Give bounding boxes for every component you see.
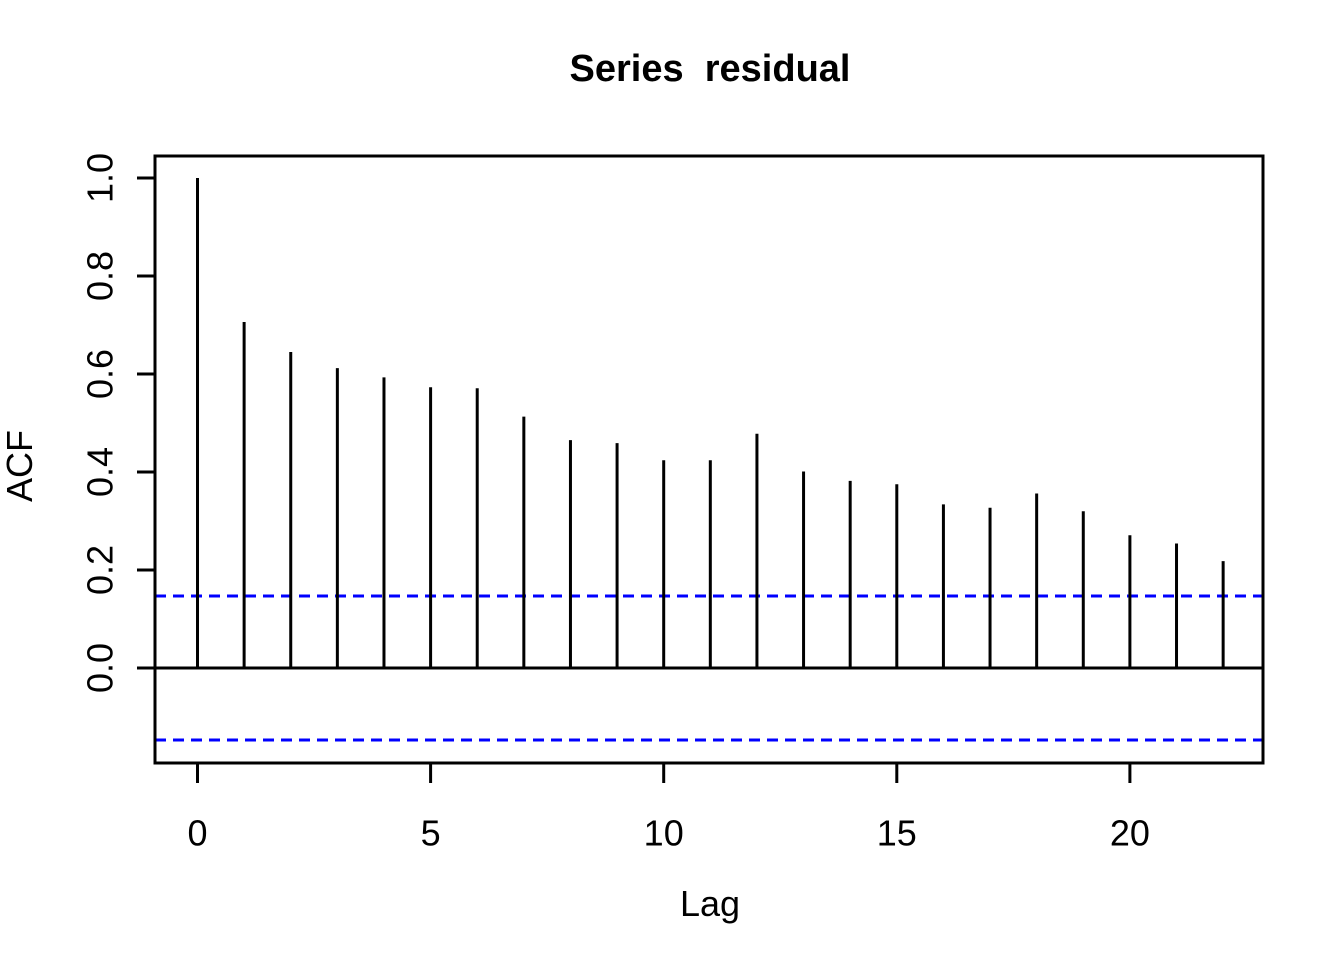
x-axis-title: Lag: [680, 883, 740, 924]
y-tick-label-0.2: 0.2: [80, 545, 121, 595]
chart-generated-layer: 0.0 0.2 0.4 0.6 0.8 1.0 0 5 10 15 20: [80, 153, 1265, 854]
x-tick-label-5: 5: [421, 813, 441, 854]
y-axis-title: ACF: [0, 430, 40, 502]
y-tick-label-0.0: 0.0: [80, 643, 121, 693]
chart-title: Series residual: [570, 48, 851, 90]
y-tick-label-0.4: 0.4: [80, 447, 121, 497]
x-tick-label-20: 20: [1110, 813, 1150, 854]
x-tick-label-15: 15: [877, 813, 917, 854]
x-tick-label-0: 0: [187, 813, 207, 854]
y-tick-label-1.0: 1.0: [80, 153, 121, 203]
y-tick-label-0.6: 0.6: [80, 349, 121, 399]
x-tick-label-10: 10: [644, 813, 684, 854]
plot-box: [153, 154, 1265, 765]
y-tick-label-0.8: 0.8: [80, 251, 121, 301]
